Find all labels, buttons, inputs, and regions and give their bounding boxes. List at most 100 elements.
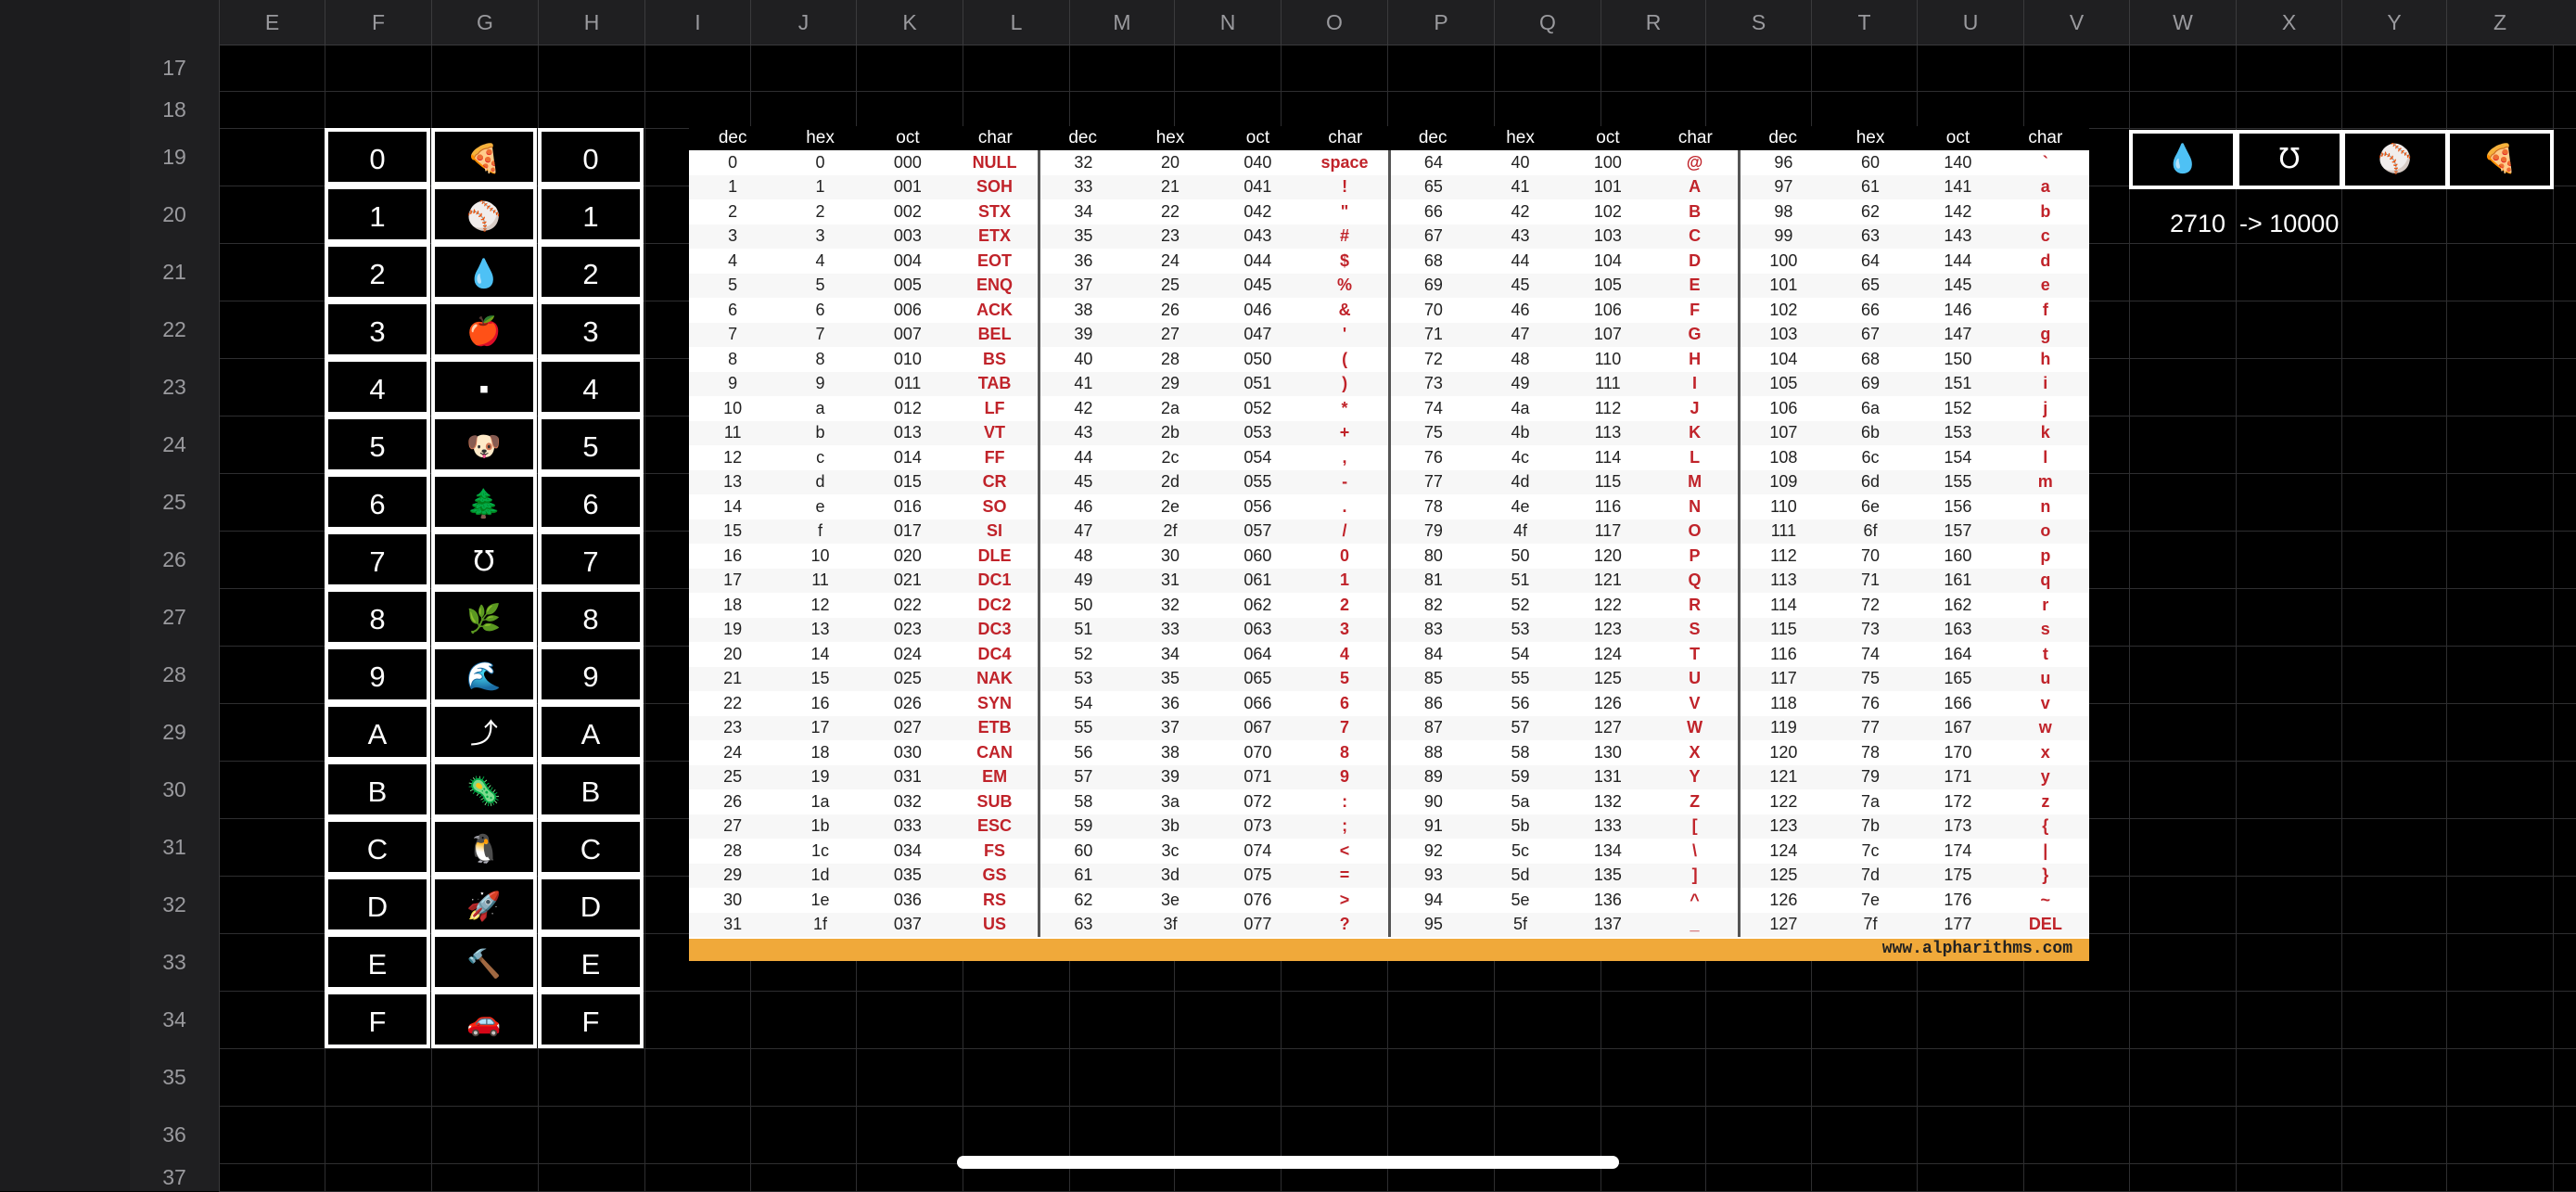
column-header-j[interactable]: J: [750, 0, 856, 45]
emoji-cell[interactable]: ⚾: [2341, 130, 2449, 189]
column-header-i[interactable]: I: [644, 0, 750, 45]
emoji-cell[interactable]: 💧: [431, 243, 537, 301]
emoji-cell[interactable]: ℧: [431, 531, 537, 588]
emoji-cell[interactable]: ⤴: [431, 703, 537, 761]
hex-digit-cell[interactable]: E: [538, 933, 644, 991]
column-header-l[interactable]: L: [963, 0, 1069, 45]
hex-digit-cell[interactable]: C: [325, 818, 430, 876]
column-header-g[interactable]: G: [431, 0, 538, 45]
hex-digit-cell[interactable]: B: [325, 761, 430, 818]
hex-digit-cell[interactable]: 6: [538, 473, 644, 531]
hex-digit-cell[interactable]: 5: [325, 416, 430, 473]
column-header-o[interactable]: O: [1281, 0, 1387, 45]
hex-digit-cell[interactable]: 4: [325, 358, 430, 416]
emoji-cell[interactable]: 💧: [2129, 130, 2237, 189]
hex-digit-cell[interactable]: 8: [325, 588, 430, 646]
home-indicator[interactable]: [957, 1156, 1619, 1169]
column-header-r[interactable]: R: [1600, 0, 1705, 45]
hex-digit-cell[interactable]: F: [325, 991, 430, 1048]
hex-digit-cell[interactable]: A: [325, 703, 430, 761]
emoji-cell[interactable]: 🌲: [431, 473, 537, 531]
column-header-m[interactable]: M: [1069, 0, 1174, 45]
row-header-18[interactable]: 18: [162, 97, 186, 122]
hex-digit-cell[interactable]: 7: [538, 531, 644, 588]
hex-digit-cell[interactable]: 9: [325, 646, 430, 703]
emoji-cell[interactable]: 🐧: [431, 818, 537, 876]
hex-digit-cell[interactable]: 8: [538, 588, 644, 646]
row-header-32[interactable]: 32: [162, 892, 186, 916]
hex-digit-cell[interactable]: 4: [538, 358, 644, 416]
hex-digit-cell[interactable]: 2: [325, 243, 430, 301]
column-header-u[interactable]: U: [1917, 0, 2023, 45]
hex-digit-cell[interactable]: 1: [325, 186, 430, 243]
hex-digit-cell[interactable]: 0: [538, 128, 644, 186]
column-header-k[interactable]: K: [856, 0, 963, 45]
row-header-20[interactable]: 20: [162, 202, 186, 226]
row-header-21[interactable]: 21: [162, 260, 186, 284]
emoji-cell[interactable]: 🌿: [431, 588, 537, 646]
column-header-w[interactable]: W: [2129, 0, 2236, 45]
emoji-cell[interactable]: 🚗: [431, 991, 537, 1048]
hex-digit-cell[interactable]: 7: [325, 531, 430, 588]
column-header-f[interactable]: F: [325, 0, 431, 45]
hex-digit-cell[interactable]: A: [538, 703, 644, 761]
emoji-cell[interactable]: 🔨: [431, 933, 537, 991]
column-header-y[interactable]: Y: [2341, 0, 2446, 45]
row-header-25[interactable]: 25: [162, 490, 186, 514]
row-header-31[interactable]: 31: [162, 835, 186, 859]
row-header-34[interactable]: 34: [162, 1007, 186, 1032]
emoji-cell[interactable]: 🍎: [431, 301, 537, 358]
emoji-cell[interactable]: 🐶: [431, 416, 537, 473]
column-header-v[interactable]: V: [2023, 0, 2129, 45]
column-header-e[interactable]: E: [219, 0, 325, 45]
hex-digit-cell[interactable]: 3: [325, 301, 430, 358]
hex-digit-cell[interactable]: E: [325, 933, 430, 991]
row-header-19[interactable]: 19: [162, 145, 186, 169]
column-header-p[interactable]: P: [1387, 0, 1494, 45]
row-header-35[interactable]: 35: [162, 1065, 186, 1089]
row-header-24[interactable]: 24: [162, 432, 186, 456]
hex-digit-cell[interactable]: 3: [538, 301, 644, 358]
calc-result[interactable]: -> 10000: [2239, 210, 2340, 237]
hex-digit-cell[interactable]: 5: [538, 416, 644, 473]
emoji-cell[interactable]: 🍕: [2446, 130, 2554, 189]
hex-digit-cell[interactable]: C: [538, 818, 644, 876]
hex-digit-cell[interactable]: 6: [325, 473, 430, 531]
emoji-cell[interactable]: 🚀: [431, 876, 537, 933]
hex-digit-cell[interactable]: 2: [538, 243, 644, 301]
column-header-n[interactable]: N: [1174, 0, 1281, 45]
hex-digit-cell[interactable]: D: [538, 876, 644, 933]
row-header-22[interactable]: 22: [162, 317, 186, 341]
hex-digit-cell[interactable]: B: [538, 761, 644, 818]
row-header-23[interactable]: 23: [162, 375, 186, 399]
emoji-cell[interactable]: ▪: [431, 358, 537, 416]
row-header-30[interactable]: 30: [162, 777, 186, 801]
row-header-27[interactable]: 27: [162, 605, 186, 629]
row-header-33[interactable]: 33: [162, 950, 186, 974]
row-header-17[interactable]: 17: [162, 56, 186, 80]
column-header-t[interactable]: T: [1811, 0, 1917, 45]
ascii-row: 22 16 026 SYN 54 36 066 6 86 56 126 V 118 76 166 v: [689, 691, 2089, 716]
row-header-37[interactable]: 37: [162, 1165, 186, 1189]
ascii-code-cell: 35: [1126, 666, 1215, 691]
row-header-29[interactable]: 29: [162, 720, 186, 744]
emoji-cell[interactable]: 🍕: [431, 128, 537, 186]
calc-value[interactable]: 2710: [2170, 210, 2226, 237]
hex-digit-cell[interactable]: F: [538, 991, 644, 1048]
emoji-cell[interactable]: 🌊: [431, 646, 537, 703]
column-header-s[interactable]: S: [1705, 0, 1811, 45]
emoji-cell[interactable]: ℧: [2236, 130, 2343, 189]
hex-digit-cell[interactable]: 0: [325, 128, 430, 186]
column-header-h[interactable]: H: [538, 0, 644, 45]
column-header-x[interactable]: X: [2236, 0, 2341, 45]
hex-digit-cell[interactable]: D: [325, 876, 430, 933]
hex-digit-cell[interactable]: 1: [538, 186, 644, 243]
emoji-cell[interactable]: ⚾: [431, 186, 537, 243]
column-header-z[interactable]: Z: [2446, 0, 2553, 45]
emoji-cell[interactable]: 🦠: [431, 761, 537, 818]
row-header-26[interactable]: 26: [162, 547, 186, 571]
column-header-q[interactable]: Q: [1494, 0, 1600, 45]
hex-digit-cell[interactable]: 9: [538, 646, 644, 703]
row-header-36[interactable]: 36: [162, 1122, 186, 1147]
row-header-28[interactable]: 28: [162, 662, 186, 686]
